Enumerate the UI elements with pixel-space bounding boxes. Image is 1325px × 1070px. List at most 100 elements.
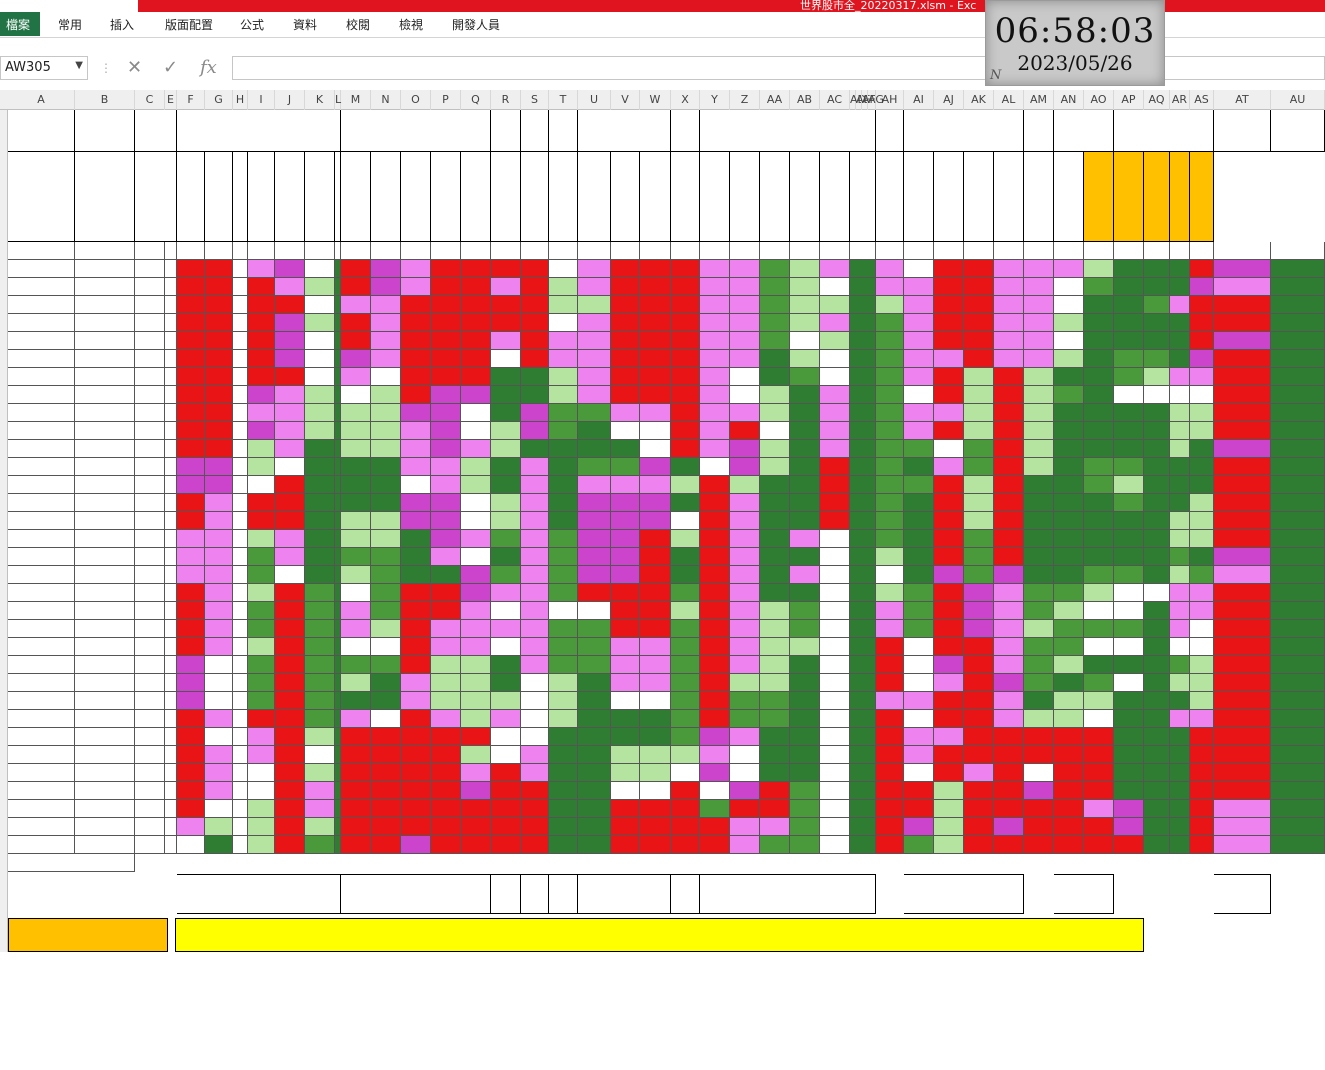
value-cell[interactable] [760, 584, 790, 602]
value-cell[interactable] [371, 548, 401, 566]
value-cell[interactable] [760, 602, 790, 620]
value-cell[interactable] [876, 800, 904, 818]
value-cell[interactable] [1190, 368, 1214, 386]
blank-cell[interactable] [335, 530, 341, 548]
value-cell[interactable] [401, 530, 431, 548]
value-cell[interactable] [1214, 602, 1271, 620]
value-cell[interactable] [1024, 818, 1054, 836]
value-cell[interactable] [1144, 638, 1170, 656]
value-cell[interactable] [904, 260, 934, 278]
value-cell[interactable] [578, 440, 611, 458]
value-cell[interactable] [431, 764, 461, 782]
value-cell[interactable] [671, 530, 700, 548]
value-cell[interactable] [820, 422, 850, 440]
value-cell[interactable] [1054, 242, 1084, 260]
row-header[interactable] [0, 818, 8, 836]
value-cell[interactable] [1084, 314, 1114, 332]
value-cell[interactable] [1190, 674, 1214, 692]
value-cell[interactable] [1114, 620, 1144, 638]
value-cell[interactable] [401, 368, 431, 386]
index-cell[interactable] [135, 566, 165, 584]
value-cell[interactable] [461, 818, 491, 836]
value-cell[interactable] [760, 782, 790, 800]
index-cell[interactable] [135, 602, 165, 620]
value-cell[interactable] [177, 404, 205, 422]
weekday-cell[interactable] [75, 458, 135, 476]
value-cell[interactable] [1054, 440, 1084, 458]
value-cell[interactable] [790, 260, 820, 278]
date-cell[interactable] [8, 674, 75, 692]
value-cell[interactable] [177, 350, 205, 368]
value-cell[interactable] [820, 764, 850, 782]
value-cell[interactable] [904, 440, 934, 458]
value-cell[interactable] [578, 602, 611, 620]
value-cell[interactable] [934, 638, 964, 656]
weekday-cell[interactable] [75, 764, 135, 782]
value-cell[interactable] [401, 260, 431, 278]
value-cell[interactable] [640, 764, 671, 782]
value-cell[interactable] [1214, 404, 1271, 422]
value-cell[interactable] [371, 476, 401, 494]
row-header[interactable] [0, 746, 8, 764]
value-cell[interactable] [850, 602, 876, 620]
value-cell[interactable] [1024, 440, 1054, 458]
value-cell[interactable] [934, 620, 964, 638]
value-cell[interactable] [1084, 800, 1114, 818]
value-cell[interactable] [1170, 296, 1190, 314]
value-cell[interactable] [1144, 332, 1170, 350]
value-cell[interactable] [491, 530, 521, 548]
value-cell[interactable] [876, 296, 904, 314]
value-cell[interactable] [1144, 836, 1170, 854]
value-cell[interactable] [730, 296, 760, 314]
value-cell[interactable] [876, 764, 904, 782]
value-cell[interactable] [640, 530, 671, 548]
value-cell[interactable] [1214, 476, 1271, 494]
value-cell[interactable] [549, 314, 578, 332]
value-cell[interactable] [275, 836, 305, 854]
value-cell[interactable] [401, 512, 431, 530]
weekday-cell[interactable] [75, 692, 135, 710]
value-cell[interactable] [248, 620, 275, 638]
value-cell[interactable] [549, 638, 578, 656]
value-cell[interactable] [491, 404, 521, 422]
value-cell[interactable] [1144, 512, 1170, 530]
row-header[interactable] [0, 1016, 8, 1034]
value-cell[interactable] [820, 368, 850, 386]
value-cell[interactable] [640, 458, 671, 476]
value-cell[interactable] [850, 638, 876, 656]
value-cell[interactable] [904, 638, 934, 656]
value-cell[interactable] [491, 278, 521, 296]
value-cell[interactable] [275, 818, 305, 836]
date-cell[interactable] [8, 314, 75, 332]
index-cell[interactable] [135, 458, 165, 476]
value-cell[interactable] [1190, 746, 1214, 764]
value-cell[interactable] [341, 728, 371, 746]
column-header[interactable]: H [233, 90, 248, 110]
value-cell[interactable] [371, 584, 401, 602]
value-cell[interactable] [431, 602, 461, 620]
row-header[interactable] [0, 404, 8, 422]
value-cell[interactable] [1054, 512, 1084, 530]
blank-cell[interactable] [165, 746, 177, 764]
value-cell[interactable] [491, 638, 521, 656]
value-cell[interactable] [790, 692, 820, 710]
value-cell[interactable] [876, 656, 904, 674]
value-cell[interactable] [549, 512, 578, 530]
value-cell[interactable] [371, 674, 401, 692]
value-cell[interactable] [341, 602, 371, 620]
value-cell[interactable] [700, 674, 730, 692]
value-cell[interactable] [401, 458, 431, 476]
row-header[interactable] [0, 1052, 8, 1070]
value-cell[interactable] [1271, 566, 1325, 584]
value-cell[interactable] [205, 422, 233, 440]
value-cell[interactable] [275, 674, 305, 692]
value-cell[interactable] [431, 386, 461, 404]
value-cell[interactable] [1084, 728, 1114, 746]
value-cell[interactable] [790, 404, 820, 422]
value-cell[interactable] [248, 350, 275, 368]
value-cell[interactable] [341, 278, 371, 296]
value-cell[interactable] [491, 332, 521, 350]
value-cell[interactable] [611, 602, 640, 620]
value-cell[interactable] [461, 548, 491, 566]
value-cell[interactable] [964, 530, 994, 548]
